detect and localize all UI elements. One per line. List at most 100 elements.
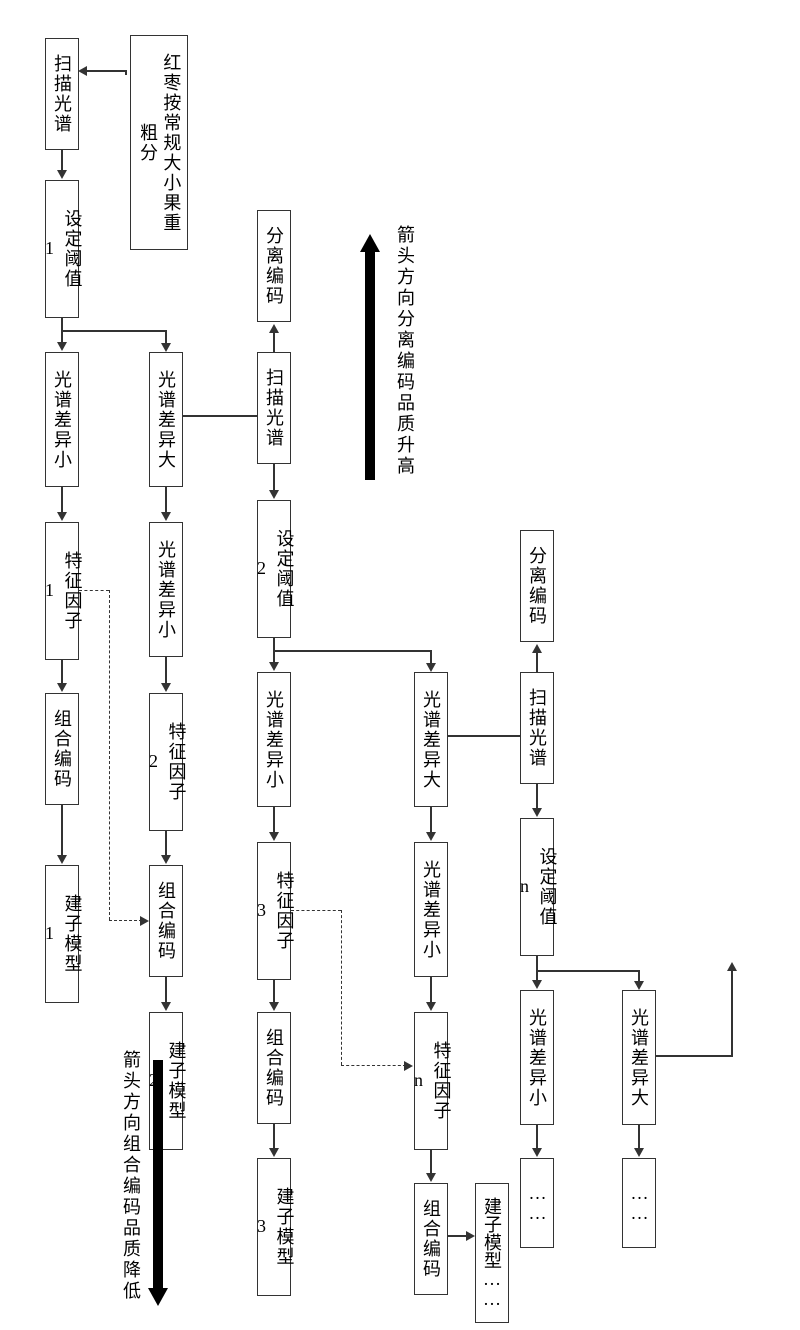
col1-scan: 扫描光谱: [45, 38, 79, 150]
arrowhead: [57, 855, 67, 864]
col3-factor: 特征因子 3: [257, 842, 291, 980]
col3-combine: 组合编码: [257, 1012, 291, 1124]
col2-combine: 组合编码: [149, 865, 183, 977]
col3-scan: 扫描光谱: [257, 352, 291, 464]
arrow: [165, 977, 167, 1004]
big-arrow-up-head: [360, 234, 380, 252]
arrow: [165, 487, 167, 514]
arrowhead: [532, 1148, 542, 1157]
arrowhead: [57, 512, 67, 521]
arrowhead: [426, 832, 436, 841]
dashed: [79, 590, 109, 591]
arrowhead: [269, 490, 279, 499]
col1-combine: 组合编码: [45, 693, 79, 805]
big-arrow-up: [365, 250, 375, 480]
col1-threshold: 设定阈值 1: [45, 180, 79, 318]
arrow: [61, 805, 63, 857]
arrow: [273, 980, 275, 1004]
dashed: [109, 590, 110, 920]
dashed: [109, 920, 142, 921]
col2-difflarge: 光谱差异大: [149, 352, 183, 487]
arrowhead: [532, 980, 542, 989]
arrow: [61, 660, 63, 685]
arrow: [536, 784, 538, 810]
arrowhead: [161, 683, 171, 692]
dashed: [291, 910, 341, 911]
arrowhead: [140, 916, 149, 926]
arrow: [638, 1125, 640, 1150]
arrow: [165, 657, 167, 685]
col5-diffsmall: 光谱差异小: [520, 990, 554, 1125]
arrowhead: [426, 1173, 436, 1182]
arrowhead: [532, 808, 542, 817]
arrow: [538, 970, 638, 972]
arrow: [536, 1125, 538, 1150]
col2-diffsmall: 光谱差异小: [149, 522, 183, 657]
arrow: [656, 1055, 731, 1057]
arrowhead: [57, 170, 67, 179]
arrowhead: [269, 324, 279, 333]
arrowhead: [57, 683, 67, 692]
arrowhead: [161, 1002, 171, 1011]
col3-model: 建子模型 3: [257, 1158, 291, 1296]
label-top: 箭头方向分离编码品质升高: [392, 225, 418, 477]
arrowhead: [727, 962, 737, 971]
col4-combine: 组合编码: [414, 1183, 448, 1295]
col5-separate: 分离编码: [520, 530, 554, 642]
arrow: [430, 977, 432, 1004]
col1-model: 建子模型 1: [45, 865, 79, 1003]
start-label: 红枣按常规大小果重粗分: [136, 44, 183, 241]
arrow: [63, 330, 165, 332]
arrow: [275, 650, 430, 652]
col3-diffsmall: 光谱差异小: [257, 672, 291, 807]
col2-factor: 特征因子 2: [149, 693, 183, 831]
col1-diffsmall: 光谱差异小: [45, 352, 79, 487]
start-box: 红枣按常规大小果重粗分: [130, 35, 188, 250]
col4-difflarge: 光谱差异大: [414, 672, 448, 807]
arrowhead: [634, 1148, 644, 1157]
arrow: [273, 1124, 275, 1150]
col4-model: 建子模型……: [475, 1183, 509, 1323]
col6-difflarge: 光谱差异大: [622, 990, 656, 1125]
col3-separate: 分离编码: [257, 210, 291, 322]
arrowhead: [269, 662, 279, 671]
arrowhead: [161, 855, 171, 864]
arrowhead: [78, 66, 87, 76]
arrow: [536, 956, 538, 982]
arrowhead: [161, 512, 171, 521]
col3-threshold: 设定阈值 2: [257, 500, 291, 638]
arrow: [731, 970, 733, 1057]
arrow: [430, 1150, 432, 1175]
col5-threshold: 设定阈值 n: [520, 818, 554, 956]
arrow: [273, 464, 275, 492]
col4-factor: 特征因子 n: [414, 1012, 448, 1150]
arrow: [125, 70, 127, 75]
arrow: [273, 807, 275, 834]
arrowhead: [161, 343, 171, 352]
big-arrow-down-head: [148, 1288, 168, 1306]
col1-factor: 特征因子 1: [45, 522, 79, 660]
arrowhead: [426, 1002, 436, 1011]
arrow: [430, 807, 432, 834]
arrow: [61, 487, 63, 514]
col4-diffsmall: 光谱差异小: [414, 842, 448, 977]
arrowhead: [426, 663, 436, 672]
arrowhead: [269, 832, 279, 841]
col6-dots: ……: [622, 1158, 656, 1248]
label-bottom: 箭头方向组合编码品质降低: [118, 1050, 144, 1302]
col5-dots: ……: [520, 1158, 554, 1248]
arrowhead: [57, 342, 67, 351]
arrow: [61, 150, 63, 172]
dashed: [341, 1065, 406, 1066]
arrowhead: [532, 644, 542, 653]
arrow: [448, 1235, 468, 1237]
arrow: [165, 831, 167, 857]
arrowhead: [634, 981, 644, 990]
col5-scan: 扫描光谱: [520, 672, 554, 784]
arrow: [85, 70, 125, 72]
arrowhead: [466, 1231, 475, 1241]
dashed: [341, 910, 342, 1065]
arrowhead: [269, 1148, 279, 1157]
arrowhead: [269, 1002, 279, 1011]
big-arrow-down: [153, 1060, 163, 1290]
